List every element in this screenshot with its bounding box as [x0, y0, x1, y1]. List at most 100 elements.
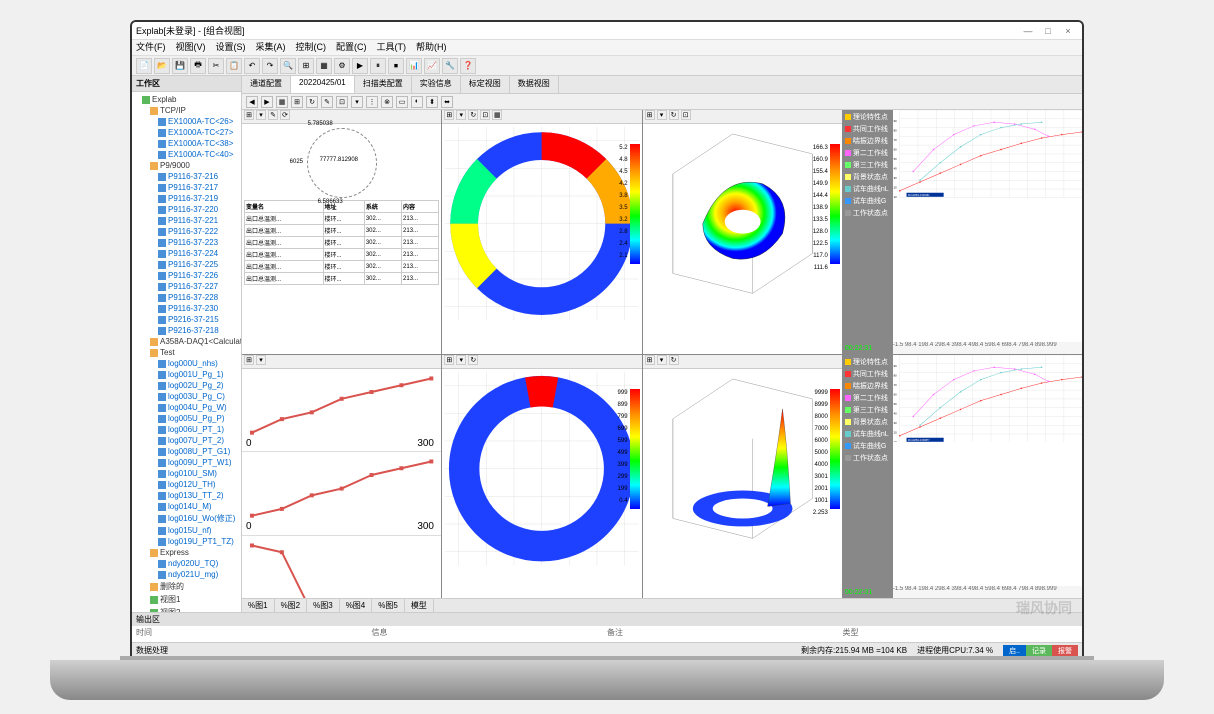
menu-item[interactable]: 文件(F): [136, 40, 166, 55]
tab[interactable]: 20220425/01: [291, 76, 355, 93]
subtoolbar-button[interactable]: ◀: [246, 96, 258, 108]
toolbar-button[interactable]: 📈: [424, 58, 440, 74]
subtoolbar-button[interactable]: ⊗: [381, 96, 393, 108]
bottom-tab-strip[interactable]: %图1%图2%图3%图4%图5模型: [242, 598, 1082, 612]
tree-item[interactable]: P9116-37-227: [134, 281, 239, 292]
tab[interactable]: 通道配置: [242, 76, 291, 93]
bottom-tab[interactable]: %图5: [372, 599, 405, 612]
toolbar-button[interactable]: ⏹: [388, 58, 404, 74]
tree-item[interactable]: P9116-37-217: [134, 182, 239, 193]
toolbar-button[interactable]: ❓: [460, 58, 476, 74]
toolbar-button[interactable]: 📊: [406, 58, 422, 74]
toolbar-button[interactable]: ⊞: [298, 58, 314, 74]
toolbar-button[interactable]: ⚙: [334, 58, 350, 74]
toolbar-button[interactable]: ▶: [352, 58, 368, 74]
tree-item[interactable]: P9116-37-220: [134, 204, 239, 215]
tab[interactable]: 标定视图: [461, 76, 510, 93]
toolbar-button[interactable]: 📄: [136, 58, 152, 74]
subtoolbar-button[interactable]: ▭: [396, 96, 408, 108]
tab[interactable]: 扫描类配置: [355, 76, 412, 93]
tab[interactable]: 实验信息: [412, 76, 461, 93]
tree-item[interactable]: P9116-37-223: [134, 237, 239, 248]
minimize-button[interactable]: —: [1018, 26, 1038, 36]
tree-item[interactable]: EX1000A-TC<40>: [134, 149, 239, 160]
tree-item[interactable]: P9116-37-225: [134, 259, 239, 270]
tree-item[interactable]: EX1000A-TC<27>: [134, 127, 239, 138]
tree-item[interactable]: log004U_Pg_W): [134, 402, 239, 413]
tree-item[interactable]: P9216-37-215: [134, 314, 239, 325]
toolbar-button[interactable]: ⏸: [370, 58, 386, 74]
tree-item[interactable]: log012U_TH): [134, 479, 239, 490]
tree-item[interactable]: ndy021U_mg): [134, 569, 239, 580]
tree-item[interactable]: log005U_Pg_P): [134, 413, 239, 424]
subtoolbar-button[interactable]: ▶: [261, 96, 273, 108]
toolbar-button[interactable]: 🔧: [442, 58, 458, 74]
tree-item[interactable]: log015U_nf): [134, 525, 239, 536]
menu-item[interactable]: 视图(V): [176, 40, 206, 55]
toolbar-button[interactable]: ↶: [244, 58, 260, 74]
toolbar-button[interactable]: 🔍: [280, 58, 296, 74]
maximize-button[interactable]: □: [1038, 26, 1058, 36]
tree-item[interactable]: EX1000A-TC<26>: [134, 116, 239, 127]
bottom-tab[interactable]: %图4: [340, 599, 373, 612]
tree-item[interactable]: ndy020U_TQ): [134, 558, 239, 569]
bottom-tab[interactable]: %图2: [275, 599, 308, 612]
tree-view[interactable]: ExplabTCP/IPEX1000A-TC<26>EX1000A-TC<27>…: [132, 92, 241, 612]
tab-strip[interactable]: 通道配置20220425/01扫描类配置实验信息标定视图数据视图: [242, 76, 1082, 94]
tree-item[interactable]: A358A-DAQ1<Calculated>: [134, 336, 239, 347]
tab[interactable]: 数据视图: [510, 76, 559, 93]
tree-item[interactable]: log001U_Pg_1): [134, 369, 239, 380]
subtoolbar-button[interactable]: ◐: [411, 96, 423, 108]
bottom-tab[interactable]: 模型: [405, 599, 434, 612]
tree-item[interactable]: P9116-37-230: [134, 303, 239, 314]
tree-item[interactable]: log019U_PT1_TZ): [134, 536, 239, 547]
subtoolbar-button[interactable]: ⋮: [366, 96, 378, 108]
bottom-tab[interactable]: %图3: [307, 599, 340, 612]
tree-item[interactable]: P9116-37-221: [134, 215, 239, 226]
menu-item[interactable]: 设置(S): [216, 40, 246, 55]
subtoolbar-button[interactable]: ⬍: [426, 96, 438, 108]
toolbar-button[interactable]: ↷: [262, 58, 278, 74]
tree-item[interactable]: P9216-37-218: [134, 325, 239, 336]
tree-item[interactable]: 删除的: [134, 580, 239, 593]
subtoolbar-button[interactable]: ⊞: [291, 96, 303, 108]
menu-item[interactable]: 帮助(H): [416, 40, 447, 55]
tree-item[interactable]: log000U_nhs): [134, 358, 239, 369]
tree-item[interactable]: P9116-37-219: [134, 193, 239, 204]
tree-item[interactable]: log014U_M): [134, 501, 239, 512]
menu-item[interactable]: 配置(C): [336, 40, 367, 55]
tree-item[interactable]: log006U_PT_1): [134, 424, 239, 435]
close-button[interactable]: ×: [1058, 26, 1078, 36]
tree-item[interactable]: TCP/IP: [134, 105, 239, 116]
tree-item[interactable]: log007U_PT_2): [134, 435, 239, 446]
menu-item[interactable]: 工具(T): [377, 40, 407, 55]
tree-item[interactable]: log013U_TT_2): [134, 490, 239, 501]
tree-item[interactable]: 视图1: [134, 593, 239, 606]
bottom-tab[interactable]: %图1: [242, 599, 275, 612]
tree-item[interactable]: log009U_PT_W1): [134, 457, 239, 468]
tree-item[interactable]: P9/9000: [134, 160, 239, 171]
subtoolbar-button[interactable]: ▾: [351, 96, 363, 108]
tree-item[interactable]: Express: [134, 547, 239, 558]
tree-item[interactable]: Explab: [134, 94, 239, 105]
tree-item[interactable]: log002U_Pg_2): [134, 380, 239, 391]
subtoolbar-button[interactable]: ✎: [321, 96, 333, 108]
tree-item[interactable]: 视图2: [134, 606, 239, 612]
subtoolbar-button[interactable]: ⊡: [336, 96, 348, 108]
tree-item[interactable]: EX1000A-TC<38>: [134, 138, 239, 149]
subtoolbar-button[interactable]: ↻: [306, 96, 318, 108]
tree-item[interactable]: P9116-37-216: [134, 171, 239, 182]
tree-item[interactable]: P9116-37-228: [134, 292, 239, 303]
tree-item[interactable]: P9116-37-226: [134, 270, 239, 281]
menu-item[interactable]: 采集(A): [256, 40, 286, 55]
toolbar-button[interactable]: 💾: [172, 58, 188, 74]
toolbar-button[interactable]: 📋: [226, 58, 242, 74]
tree-item[interactable]: Test: [134, 347, 239, 358]
tree-item[interactable]: log010U_SM): [134, 468, 239, 479]
menu-item[interactable]: 控制(C): [296, 40, 327, 55]
toolbar-button[interactable]: ✂: [208, 58, 224, 74]
toolbar-button[interactable]: ▦: [316, 58, 332, 74]
tree-item[interactable]: log008U_PT_G1): [134, 446, 239, 457]
toolbar-button[interactable]: 🖶: [190, 58, 206, 74]
subtoolbar-button[interactable]: ▦: [276, 96, 288, 108]
